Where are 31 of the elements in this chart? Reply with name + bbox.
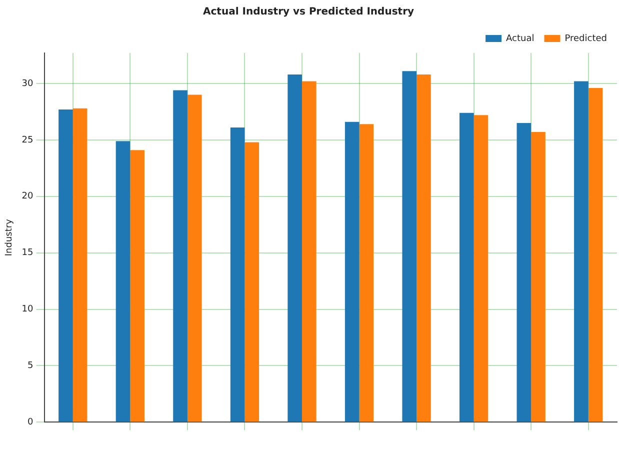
bar: [173, 90, 188, 422]
legend-label: Actual: [506, 34, 534, 44]
chart-title: Actual Industry vs Predicted Industry: [202, 6, 414, 18]
bar: [244, 142, 260, 422]
bar: [72, 108, 88, 422]
bar: [588, 88, 603, 422]
y-tick-label: 30: [22, 78, 34, 89]
bar: [116, 141, 130, 422]
y-tick-label: 15: [22, 248, 34, 258]
bar: [230, 128, 245, 422]
bar: [187, 94, 202, 422]
bar: [574, 81, 588, 422]
bar: [531, 132, 546, 422]
y-axis-title: Industry: [4, 218, 15, 256]
bar: [474, 115, 488, 422]
bar: [402, 71, 417, 422]
bar: [288, 74, 302, 422]
y-tick-label: 10: [22, 304, 34, 315]
bar: [344, 122, 360, 422]
y-tick-label: 25: [22, 135, 34, 146]
y-tick-label: 0: [28, 418, 34, 428]
bar: [416, 74, 431, 422]
bar: [302, 81, 316, 422]
bar: [516, 123, 532, 422]
bar: [58, 109, 73, 422]
bar: [359, 124, 374, 422]
bar: [459, 112, 474, 422]
bar: [130, 150, 144, 422]
legend-label: Predicted: [564, 34, 607, 44]
y-tick-label: 20: [22, 192, 34, 202]
y-tick-label: 5: [28, 361, 34, 372]
